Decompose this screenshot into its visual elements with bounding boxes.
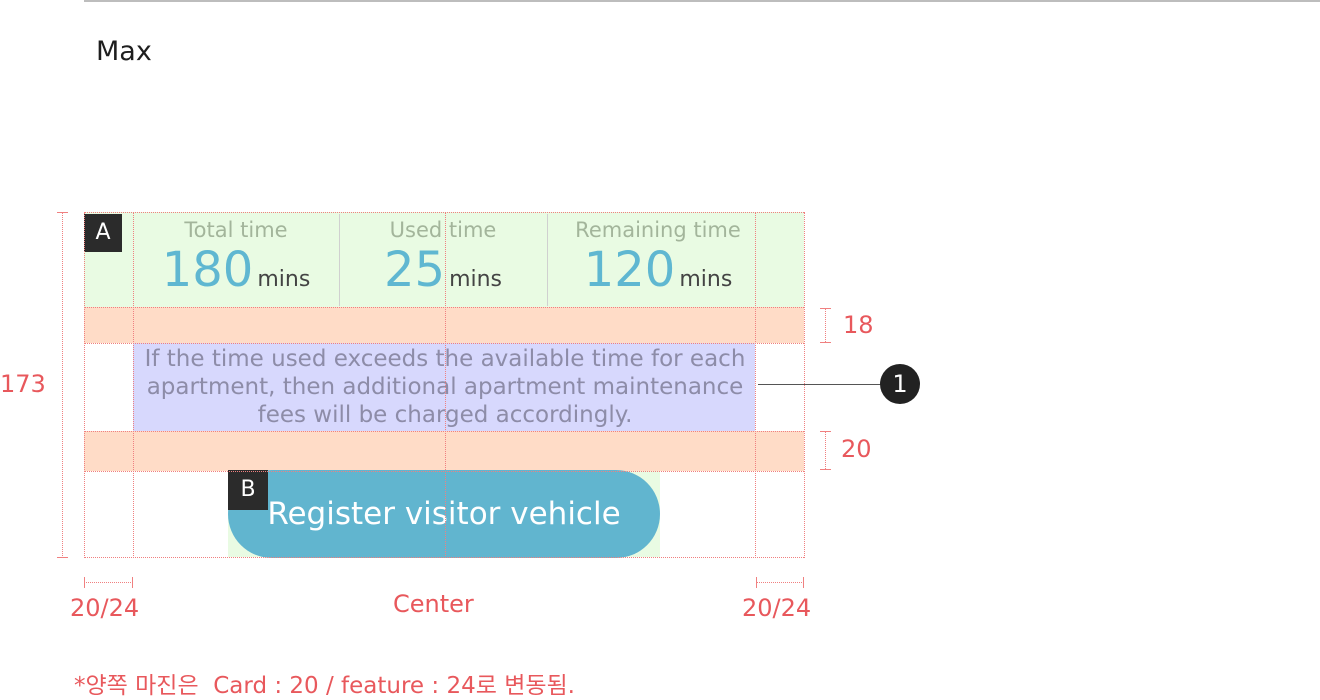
stat-remaining-time: Remaining time 120 mins	[547, 212, 769, 307]
gap-dimension-line	[825, 431, 826, 469]
guide-line-vertical	[755, 212, 756, 558]
gap-dimension-cap	[820, 469, 831, 470]
callout-badge: 1	[880, 364, 920, 404]
gap-dimension-cap	[820, 342, 831, 343]
center-label: Center	[393, 590, 474, 618]
gap-dimension-line	[825, 308, 826, 342]
height-dimension-cap	[57, 557, 68, 558]
register-visitor-vehicle-button[interactable]: Register visitor vehicle	[228, 470, 660, 558]
stat-unit: mins	[449, 267, 503, 292]
margin-dimension-line	[756, 582, 804, 583]
margin-dimension-cap	[756, 577, 757, 588]
stat-separator	[547, 214, 548, 306]
section-title: Max	[96, 36, 152, 67]
stat-total-time: Total time 180 mins	[133, 212, 339, 307]
stat-unit: mins	[257, 267, 311, 292]
total-height-label: 173	[0, 370, 46, 398]
guide-line-vertical	[804, 212, 805, 558]
stat-separator	[339, 214, 340, 306]
height-dimension-cap	[57, 212, 68, 213]
section-label-a: A	[84, 214, 122, 252]
guide-line-vertical	[84, 212, 85, 558]
stat-number: 180	[161, 242, 254, 298]
spacing-band-bottom	[84, 431, 804, 471]
spacing-band-top	[84, 307, 804, 343]
stat-label: Used time	[389, 218, 497, 242]
stats-band	[84, 212, 804, 307]
guide-line-horizontal	[84, 307, 804, 308]
notice-band	[133, 343, 755, 431]
gap-dimension-cap	[820, 308, 831, 309]
gap-top-label: 18	[843, 311, 874, 339]
gap-bottom-label: 20	[841, 435, 872, 463]
stat-unit: mins	[679, 267, 733, 292]
stat-number: 25	[383, 242, 446, 298]
stat-value-row: 120 mins	[547, 242, 769, 298]
guide-line-horizontal	[84, 557, 804, 558]
margin-right-label: 20/24	[742, 594, 812, 622]
section-label-b: B	[228, 470, 268, 510]
stat-used-time: Used time 25 mins	[339, 212, 547, 307]
margin-dimension-cap	[84, 577, 85, 588]
margin-dimension-cap	[132, 577, 133, 588]
gap-dimension-cap	[820, 431, 831, 432]
guide-line-vertical	[133, 212, 134, 558]
stat-label: Total time	[184, 218, 288, 242]
margin-dimension-line	[84, 582, 133, 583]
notice-text: If the time used exceeds the available t…	[144, 346, 746, 428]
margin-dimension-cap	[803, 577, 804, 588]
callout-leader-line	[758, 384, 882, 385]
stat-label: Remaining time	[575, 218, 741, 242]
guide-line-horizontal	[84, 212, 804, 213]
stat-value-row: 25 mins	[339, 242, 547, 298]
stat-number: 120	[583, 242, 676, 298]
guide-line-horizontal	[84, 343, 804, 344]
guide-line-vertical	[445, 212, 446, 558]
top-divider	[84, 0, 1320, 2]
margin-left-label: 20/24	[70, 594, 140, 622]
height-dimension-line	[62, 212, 63, 558]
stat-value-row: 180 mins	[133, 242, 339, 298]
footnote: *양쪽 마진은 Card : 20 / feature : 24로 변동됨.	[74, 673, 575, 699]
guide-line-horizontal	[84, 471, 804, 472]
guide-line-horizontal	[84, 431, 804, 432]
